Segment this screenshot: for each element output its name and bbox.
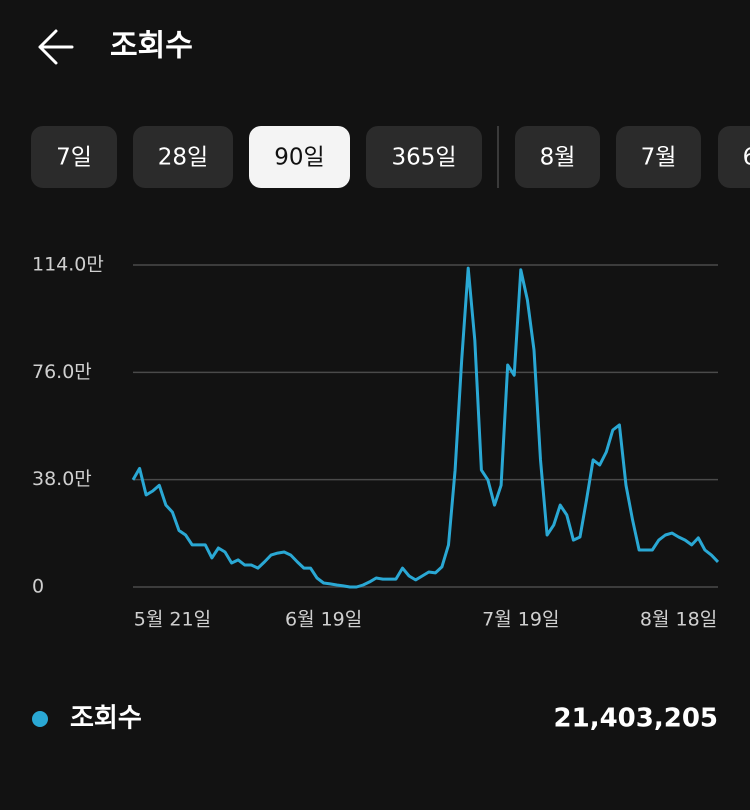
x-tick-label: 8월 18일 (640, 609, 717, 631)
tab-label: 6월 (743, 145, 750, 171)
tab[interactable] (718, 126, 750, 188)
legend-label: 조회수 (70, 704, 142, 734)
x-tick-label: 5월 21일 (134, 609, 211, 631)
tab-label: 7일 (56, 145, 92, 171)
y-tick-label: 0 (32, 576, 44, 598)
total-value: 21,403,205 (554, 704, 718, 734)
tab-label: 7월 (641, 145, 677, 171)
tab[interactable] (31, 126, 117, 188)
data-line (131, 266, 720, 589)
tab-label: 8월 (540, 145, 576, 171)
tab[interactable] (616, 126, 701, 188)
y-tick-label: 114.0만 (32, 254, 104, 276)
tab[interactable] (133, 126, 233, 188)
tab[interactable] (515, 126, 600, 188)
tab-label: 28일 (158, 145, 208, 171)
legend-dot (32, 711, 48, 727)
page-title: 조회수 (110, 29, 193, 64)
y-tick-label: 38.0만 (32, 468, 92, 490)
tab[interactable] (249, 126, 350, 188)
x-tick-label: 7월 19일 (482, 609, 559, 631)
tab-label: 90일 (274, 145, 324, 171)
tab-label: 365일 (391, 145, 456, 171)
x-tick-label: 6월 19일 (285, 609, 362, 631)
back-button[interactable] (38, 29, 74, 65)
y-tick-label: 76.0만 (32, 361, 92, 383)
tab[interactable] (366, 126, 482, 188)
